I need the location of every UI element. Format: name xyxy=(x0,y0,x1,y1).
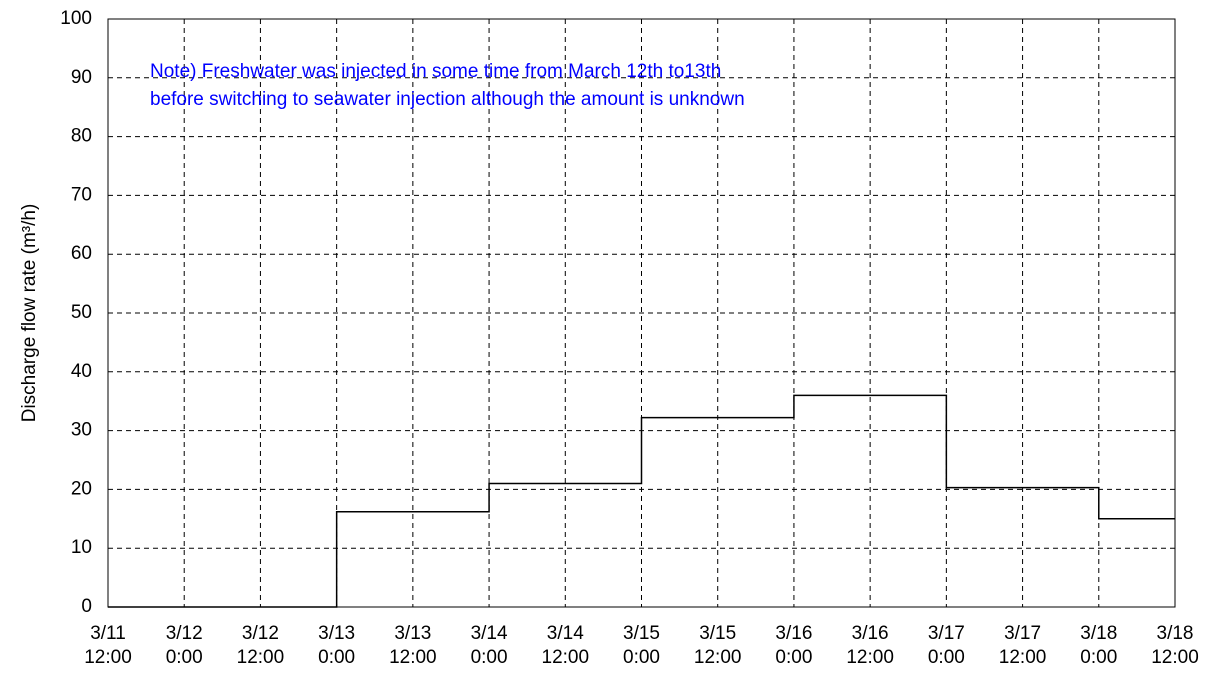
step-line xyxy=(108,394,1175,608)
annotation: Note) Freshwater was injected in some ti… xyxy=(150,61,721,82)
x-tick-label: 3/17 12:00 xyxy=(998,623,1047,668)
y-tick-label: 60 xyxy=(71,243,92,264)
y-tick-label: 50 xyxy=(71,302,92,323)
y-tick-label: 70 xyxy=(71,184,92,205)
plot-frame xyxy=(107,18,1176,608)
y-tick-label: 90 xyxy=(71,67,92,88)
x-tick-label: 3/12 12:00 xyxy=(236,623,285,668)
y-tick-label: 20 xyxy=(71,478,92,499)
y-tick-label: 10 xyxy=(71,537,92,558)
x-tick-label: 3/15 0:00 xyxy=(623,623,660,668)
y-tick-label: 80 xyxy=(71,126,92,147)
y-axis-label: Discharge flow rate (m³/h) xyxy=(19,204,40,423)
x-tick-label: 3/12 0:00 xyxy=(165,623,203,668)
x-tick-label: 3/14 0:00 xyxy=(470,623,508,668)
x-tick-label: 3/16 12:00 xyxy=(846,623,894,668)
x-tick-label: 3/16 0:00 xyxy=(775,623,813,668)
x-tick-label: 3/13 0:00 xyxy=(318,623,356,668)
y-tick-label: 40 xyxy=(71,361,92,382)
y-tick-label: 30 xyxy=(71,420,92,441)
x-tick-label: 3/15 12:00 xyxy=(693,623,742,668)
x-tick-label: 3/18 0:00 xyxy=(1080,623,1118,668)
annotation: before switching to seawater injection a… xyxy=(150,89,745,110)
x-tick-label: 3/14 12:00 xyxy=(541,623,590,668)
y-tick-label: 100 xyxy=(60,8,92,29)
x-tick-label: 3/13 12:00 xyxy=(389,623,437,668)
x-tick-label: 3/18 12:00 xyxy=(1151,623,1199,668)
y-tick-label: 0 xyxy=(81,596,92,617)
x-tick-label: 3/11 12:00 xyxy=(84,623,132,668)
x-tick-label: 3/17 0:00 xyxy=(927,623,965,668)
